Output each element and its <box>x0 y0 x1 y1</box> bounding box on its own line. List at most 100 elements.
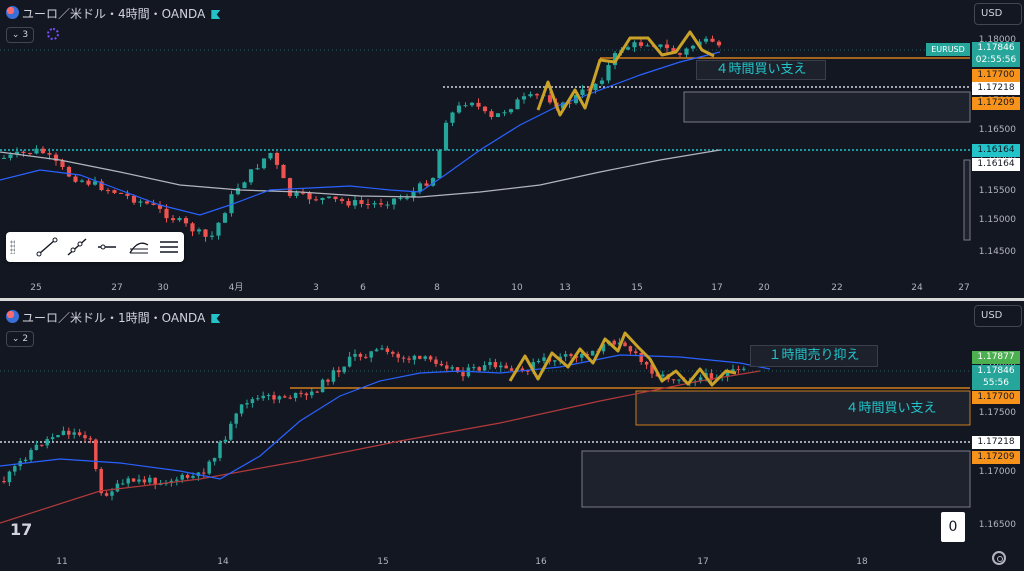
candle-body <box>131 195 137 203</box>
candle-body <box>180 474 184 480</box>
trend-line-icon[interactable] <box>36 237 58 257</box>
candle-body <box>86 180 91 185</box>
candle-body <box>326 379 330 382</box>
annotation-4h-support[interactable]: ４時間買い支え <box>845 401 937 416</box>
candle-body <box>671 379 676 381</box>
settings-gear-icon[interactable] <box>992 551 1006 565</box>
candle-body <box>320 197 325 200</box>
candle-body <box>482 106 488 112</box>
annotation-1h-resistance[interactable]: １時間売り抑え <box>750 345 878 367</box>
zigzag-pattern[interactable] <box>508 331 737 387</box>
ray-icon[interactable] <box>66 237 88 257</box>
candle-body <box>742 368 746 370</box>
last-price-value: 1.17846 <box>977 43 1015 53</box>
candle-body <box>110 491 114 496</box>
candle-body <box>34 148 39 154</box>
zone-rect-lower[interactable] <box>963 159 971 241</box>
fib-channel-icon[interactable] <box>128 237 150 257</box>
candle-body <box>283 396 287 398</box>
candle-body <box>476 102 481 107</box>
candle-body <box>235 188 241 195</box>
oanda-logo-icon <box>6 6 19 19</box>
candle-body <box>229 423 233 440</box>
candle-body <box>411 191 416 198</box>
time-tick-label: 18 <box>856 557 868 567</box>
candle-body <box>56 435 60 438</box>
candle-body <box>430 178 436 186</box>
moving-average-blue <box>0 354 771 480</box>
badge-zero[interactable]: 0 <box>941 512 965 542</box>
candle-body <box>203 229 208 237</box>
time-tick-label: 17 <box>697 557 708 567</box>
currency-selector[interactable]: USD <box>974 305 1022 327</box>
candle-body <box>299 392 303 394</box>
tradingview-logo-icon[interactable]: 17 <box>10 520 32 539</box>
oanda-logo-icon <box>6 310 19 323</box>
candle-body <box>504 365 508 369</box>
candle-body <box>126 478 130 484</box>
candle-body <box>40 148 46 154</box>
candle-body <box>499 365 503 368</box>
candle-body <box>418 355 422 359</box>
zone-rect-upper[interactable] <box>683 91 971 123</box>
candle-body <box>580 353 584 358</box>
candle-body <box>520 368 525 371</box>
candle-body <box>374 349 379 352</box>
candle-body <box>164 208 169 219</box>
loading-spinner-icon <box>47 28 59 40</box>
time-tick-label: 14 <box>217 557 229 567</box>
flag-icon <box>211 10 221 19</box>
horizontal-line-icon[interactable] <box>96 237 118 257</box>
candle-body <box>401 357 406 359</box>
candle-body <box>138 201 143 203</box>
candle-body <box>677 379 681 381</box>
candle-body <box>358 353 363 357</box>
currency-selector[interactable]: USD <box>974 3 1022 25</box>
candle-body <box>29 449 33 460</box>
candle-body <box>53 154 59 161</box>
zone-rect-4h-support[interactable] <box>635 390 971 426</box>
candle-body <box>21 151 26 153</box>
chart-pane-4h[interactable]: 1.180001.175001.170001.165001.160001.155… <box>0 0 1024 298</box>
candle-body <box>528 94 533 97</box>
time-axis-1h[interactable]: 11 14 15 16 17 18 <box>56 557 868 567</box>
candle-body <box>216 222 221 236</box>
candle-body <box>248 169 254 183</box>
parallel-lines-icon[interactable] <box>158 237 180 257</box>
chart-pane-1h[interactable]: 1.18000 1.17500 1.17000 1.16500 11 14 15 16 17 1… <box>0 301 1024 571</box>
time-tick-label: 30 <box>157 283 169 293</box>
chart-canvas-4h[interactable]: 1.180001.175001.170001.165001.160001.155… <box>0 0 1024 298</box>
drag-handle[interactable] <box>10 240 15 254</box>
candle-body <box>396 353 400 358</box>
candle-body <box>353 353 357 357</box>
zone-rect-lower[interactable] <box>581 450 971 508</box>
candle-body <box>342 366 346 373</box>
candle-body <box>590 350 595 356</box>
price-tick-label: 1.17000 <box>979 467 1016 477</box>
countdown-value: 02:55:56 <box>975 55 1017 65</box>
candle-body <box>45 439 49 446</box>
candle-body <box>40 444 44 446</box>
pane-divider[interactable] <box>0 298 1024 301</box>
candle-body <box>521 96 527 100</box>
candle-body <box>380 348 384 350</box>
indicators-toggle-button[interactable]: ⌄ 3 <box>6 27 34 43</box>
zigzag-pattern[interactable] <box>536 30 715 117</box>
price-axis-1h[interactable]: 1.18000 1.17500 1.17000 1.16500 <box>979 359 1016 530</box>
time-tick-label: 27 <box>958 283 969 293</box>
annotation-4h-support[interactable]: ４時間買い支え <box>696 60 826 80</box>
candle-body <box>218 442 222 458</box>
orange-level-tag: 1.17209 <box>972 451 1020 464</box>
candle-body <box>352 200 358 206</box>
candle-body <box>391 351 395 354</box>
time-axis-4h[interactable]: 25 27 30 4月 3 6 8 10 13 15 17 20 22 24 27 <box>30 282 969 293</box>
candle-body <box>7 471 12 483</box>
candle-body <box>404 197 410 199</box>
candle-body <box>72 432 76 435</box>
indicators-toggle-button[interactable]: ⌄ 2 <box>6 331 34 347</box>
drawing-toolbar[interactable] <box>6 232 184 262</box>
candle-body <box>8 154 13 158</box>
candle-body <box>23 459 28 462</box>
chart-title-text: ユーロ／米ドル・1時間・OANDA <box>22 311 206 325</box>
